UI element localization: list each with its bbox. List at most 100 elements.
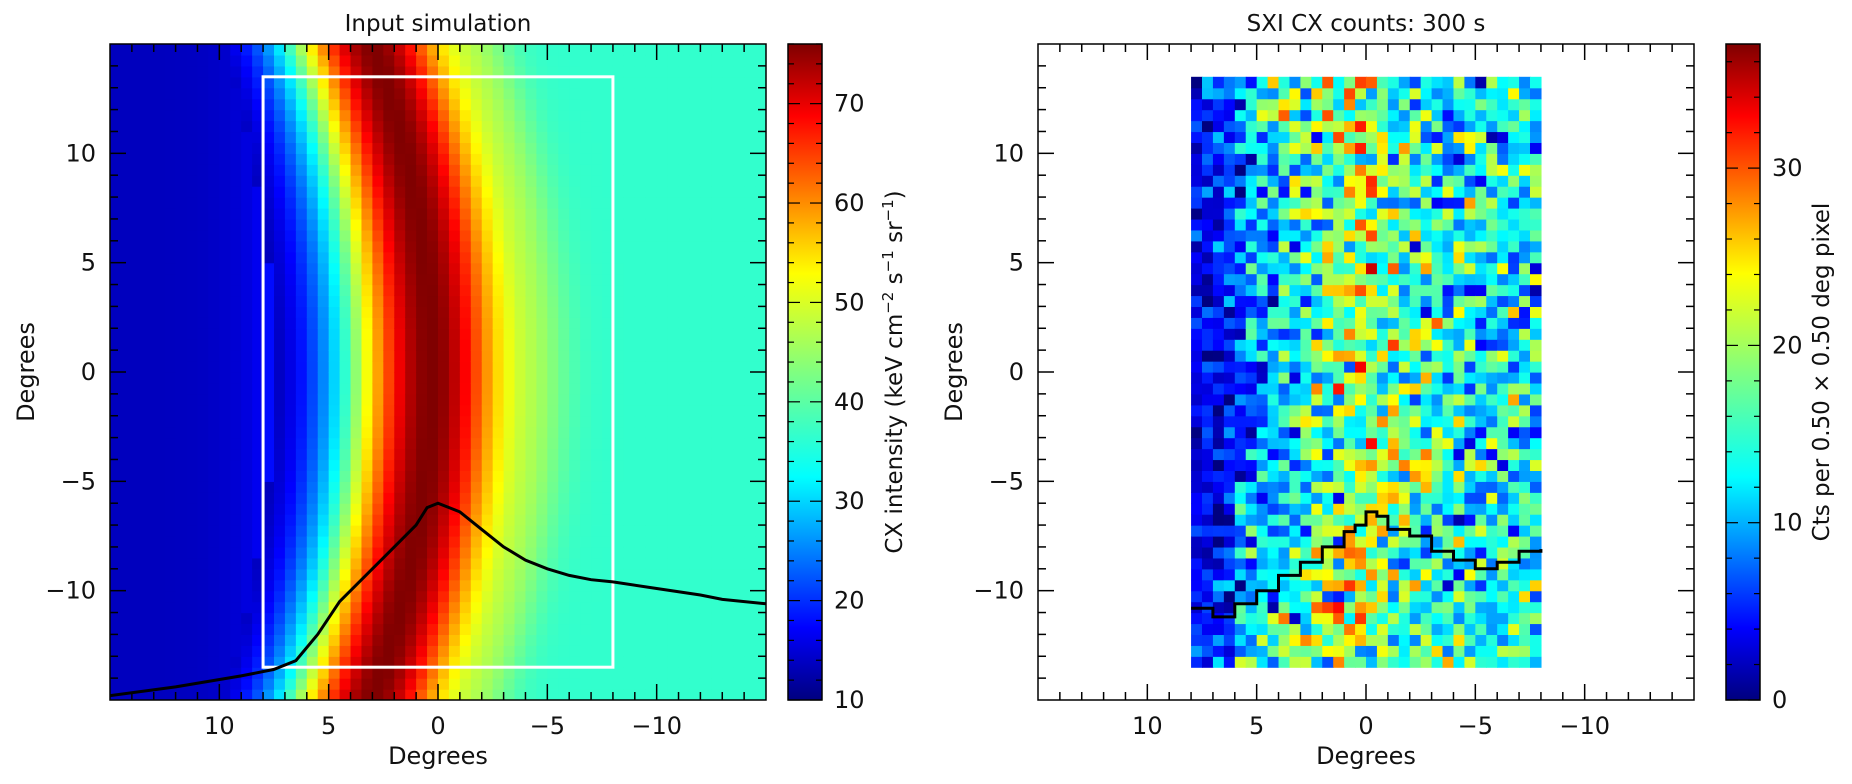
heatmap-cell [569, 87, 581, 100]
count-pixel [1322, 98, 1334, 111]
count-pixel [1256, 372, 1269, 384]
heatmap-cell [689, 481, 701, 493]
count-pixel [1344, 273, 1356, 286]
heatmap-cell [755, 229, 766, 242]
count-pixel [1387, 273, 1400, 286]
heatmap-cell [580, 131, 592, 143]
heatmap-cell [503, 142, 516, 154]
count-pixel [1278, 328, 1291, 340]
heatmap-cell [383, 415, 395, 428]
heatmap-cell [438, 492, 450, 504]
heatmap-cell [394, 579, 406, 592]
heatmap-cell [591, 350, 603, 362]
heatmap-cell [339, 306, 352, 318]
heatmap-cell [438, 514, 450, 526]
heatmap-cell [645, 350, 658, 362]
count-pixel [1322, 645, 1334, 657]
heatmap-cell [656, 175, 669, 187]
heatmap-cell [295, 98, 308, 111]
heatmap-cell [219, 131, 231, 143]
count-pixel [1366, 645, 1378, 657]
heatmap-cell [525, 536, 537, 548]
heatmap-cell [383, 120, 395, 133]
count-pixel [1267, 645, 1280, 657]
count-pixel [1202, 579, 1214, 592]
heatmap-cell [274, 153, 286, 165]
heatmap-cell [744, 98, 756, 111]
heatmap-cell [361, 350, 373, 362]
count-pixel [1256, 262, 1269, 275]
heatmap-cell [164, 623, 177, 635]
heatmap-cell [591, 382, 603, 395]
count-pixel [1289, 634, 1301, 646]
heatmap-cell [634, 262, 647, 275]
count-pixel [1355, 382, 1367, 395]
heatmap-cell [547, 612, 559, 625]
count-pixel [1311, 612, 1323, 625]
heatmap-cell [755, 44, 766, 56]
count-pixel [1387, 229, 1400, 242]
heatmap-cell [448, 546, 461, 559]
heatmap-cell [142, 54, 155, 67]
heatmap-cell [208, 546, 220, 559]
heatmap-cell [558, 481, 570, 493]
count-pixel [1409, 503, 1422, 515]
heatmap-cell [339, 186, 352, 198]
count-pixel [1311, 579, 1323, 592]
heatmap-cell [131, 109, 144, 122]
count-pixel [1202, 186, 1214, 198]
heatmap-cell [361, 98, 373, 111]
heatmap-cell [110, 218, 122, 231]
heatmap-cell [481, 350, 494, 362]
count-pixel [1409, 393, 1422, 406]
count-pixel [1212, 361, 1225, 373]
heatmap-cell [612, 492, 625, 504]
heatmap-cell [383, 568, 395, 581]
count-pixel [1333, 295, 1345, 307]
heatmap-cell [438, 393, 450, 406]
heatmap-cell [394, 208, 406, 220]
heatmap-cell [416, 437, 428, 450]
heatmap-cell [120, 197, 133, 209]
count-pixel [1202, 393, 1214, 406]
heatmap-cell [120, 393, 133, 406]
heatmap-cell [580, 415, 592, 428]
heatmap-cell [328, 645, 341, 657]
heatmap-cell [230, 590, 242, 603]
heatmap-cell [263, 197, 275, 209]
heatmap-cell [700, 404, 712, 417]
heatmap-cell [459, 503, 472, 515]
count-pixel [1366, 601, 1378, 614]
count-pixel [1322, 186, 1334, 198]
heatmap-cell [110, 612, 122, 625]
heatmap-cell [350, 175, 363, 187]
heatmap-cell [722, 393, 734, 406]
heatmap-cell [481, 579, 494, 592]
heatmap-cell [252, 131, 264, 143]
count-pixel [1322, 557, 1334, 570]
heatmap-cell [131, 579, 144, 592]
count-pixel [1278, 536, 1291, 548]
heatmap-cell [110, 525, 122, 537]
heatmap-cell [438, 54, 450, 67]
count-pixel [1398, 208, 1411, 220]
heatmap-cell [602, 382, 614, 395]
heatmap-cell [427, 437, 439, 450]
count-pixel [1366, 546, 1378, 559]
input-simulation-heatmap [110, 44, 766, 700]
heatmap-cell [547, 503, 559, 515]
heatmap-cell [197, 339, 209, 351]
heatmap-cell [722, 503, 734, 515]
heatmap-cell [153, 393, 166, 406]
heatmap-cell [438, 262, 450, 275]
heatmap-cell [503, 339, 516, 351]
heatmap-cell [208, 503, 220, 515]
heatmap-cell [612, 525, 625, 537]
heatmap-cell [645, 448, 658, 461]
count-pixel [1355, 393, 1367, 406]
heatmap-cell [459, 175, 472, 187]
heatmap-cell [416, 546, 428, 559]
heatmap-cell [481, 251, 494, 264]
count-pixel [1191, 328, 1203, 340]
count-pixel [1300, 251, 1312, 264]
